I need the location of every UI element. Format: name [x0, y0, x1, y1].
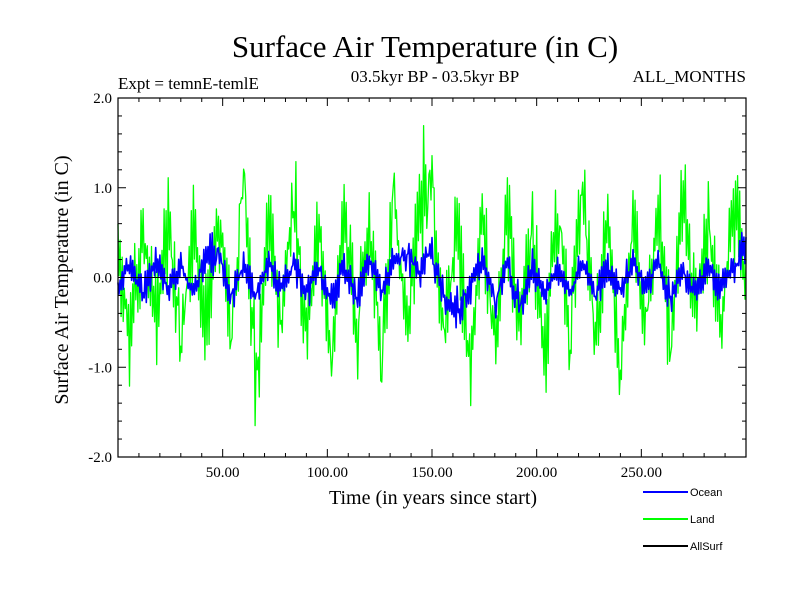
y-tick-label: -2.0: [88, 450, 112, 466]
legend-label-land: Land: [690, 514, 714, 526]
chart-title: Surface Air Temperature (in C): [232, 29, 618, 64]
plot-frame: [117, 97, 747, 458]
y-tick-label: 1.0: [93, 181, 112, 197]
x-tick-label: 100.00: [307, 465, 348, 481]
x-tick-label: 200.00: [516, 465, 557, 481]
y-tick-label: 0.0: [93, 271, 112, 287]
axis-ticks: [118, 97, 746, 458]
ocean-line: [117, 231, 747, 329]
experiment-label: Expt = temnE-temlE: [118, 74, 259, 93]
land-series: [117, 124, 747, 427]
y-tick-label: -1.0: [88, 360, 112, 376]
legend-label-allsurf: AllSurf: [690, 541, 723, 553]
x-tick-label: 150.00: [411, 465, 452, 481]
y-axis-title: Surface Air Temperature (in C): [51, 155, 73, 404]
x-tick-label: 50.00: [206, 465, 240, 481]
tick-labels: 50.00 100.00 150.00 200.00 250.00 2.0 1.0 0.0 -1…: [88, 91, 662, 481]
time-range-label: 03.5kyr BP - 03.5kyr BP: [351, 67, 519, 86]
months-label: ALL_MONTHS: [633, 67, 746, 86]
ocean-series: [117, 231, 747, 329]
x-axis-title: Time (in years since start): [329, 487, 537, 509]
legend: Ocean Land AllSurf: [643, 487, 723, 553]
x-tick-label: 250.00: [621, 465, 662, 481]
y-tick-label: 2.0: [93, 91, 112, 107]
legend-label-ocean: Ocean: [690, 487, 722, 499]
